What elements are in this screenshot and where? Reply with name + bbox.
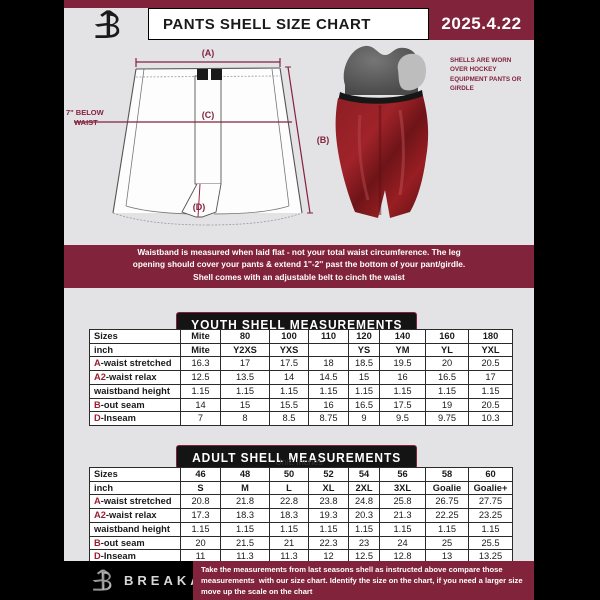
svg-text:(B): (B) (317, 135, 330, 145)
svg-text:(D): (D) (193, 202, 206, 212)
svg-text:WAIST: WAIST (74, 118, 98, 127)
svg-text:(A): (A) (202, 48, 215, 58)
svg-text:7" BELOW: 7" BELOW (66, 108, 105, 117)
svg-text:(C): (C) (202, 110, 215, 120)
